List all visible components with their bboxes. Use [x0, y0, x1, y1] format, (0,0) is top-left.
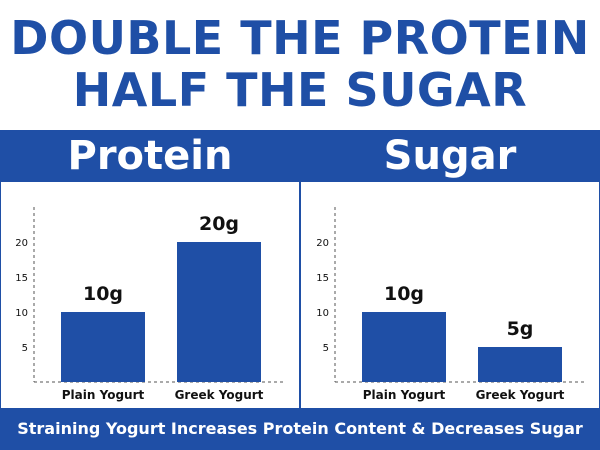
- chart-title-band: Protein Sugar: [0, 130, 600, 182]
- sugar-category-label-2: Greek Yogurt: [476, 388, 565, 402]
- sugar-y-tick-label: 15: [316, 273, 329, 284]
- protein-data-label-2: 20g: [199, 213, 239, 235]
- sugar-data-label-1: 10g: [384, 283, 424, 305]
- sugar-y-tick-label: 10: [316, 308, 329, 319]
- headline-line-1: DOUBLE THE PROTEIN: [10, 11, 590, 65]
- protein-chart-title: Protein: [67, 133, 233, 179]
- chart-divider: [299, 182, 301, 408]
- protein-category-label-2: Greek Yogurt: [175, 388, 264, 402]
- sugar-chart: 5 10 15 20 10g Plain Yogurt 5g Greek Yogurt: [316, 207, 586, 402]
- protein-bar-1: [61, 312, 145, 382]
- footer-caption: Straining Yogurt Increases Protein Conte…: [0, 408, 600, 450]
- sugar-bar-2: [478, 347, 562, 382]
- protein-y-tick-label: 15: [15, 273, 28, 284]
- headline: DOUBLE THE PROTEIN HALF THE SUGAR: [0, 12, 600, 116]
- sugar-chart-title: Sugar: [383, 133, 517, 179]
- protein-y-tick-label: 20: [15, 238, 28, 249]
- protein-category-label-1: Plain Yogurt: [62, 388, 145, 402]
- sugar-bar-1: [362, 312, 446, 382]
- headline-line-2: HALF THE SUGAR: [72, 63, 528, 117]
- protein-chart: 5 10 15 20 10g Plain Yogurt 20g Greek Yogurt: [15, 207, 285, 402]
- sugar-data-label-2: 5g: [507, 318, 534, 340]
- sugar-category-label-1: Plain Yogurt: [363, 388, 446, 402]
- protein-data-label-1: 10g: [83, 283, 123, 305]
- protein-y-tick-label: 10: [15, 308, 28, 319]
- sugar-y-tick-label: 20: [316, 238, 329, 249]
- protein-bar-2: [177, 242, 261, 382]
- protein-y-tick-label: 5: [22, 343, 28, 354]
- sugar-y-tick-label: 5: [323, 343, 329, 354]
